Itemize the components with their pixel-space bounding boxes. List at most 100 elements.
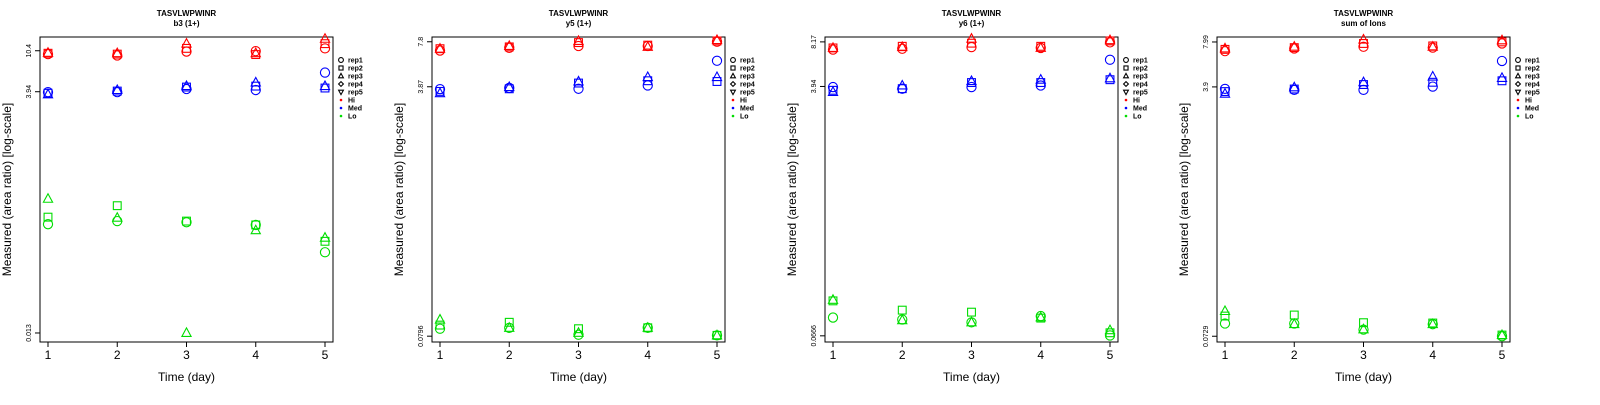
x-tick-label: 1: [830, 348, 837, 362]
data-point-med-rep1: [1035, 80, 1046, 91]
legend-symbol-rep4: [1514, 80, 1522, 88]
y-tick-label: 3.87: [418, 80, 425, 94]
data-point-hi-rep1: [897, 43, 908, 54]
data-point-lo-rep2: [435, 320, 445, 330]
x-tick-label: 4: [644, 348, 651, 362]
data-point-med-rep1: [1427, 81, 1438, 92]
data-point-hi-rep2: [967, 38, 976, 48]
data-point-hi-rep3: [319, 32, 331, 43]
legend-symbol-rep2: [730, 65, 736, 71]
data-point-med-rep1: [319, 67, 331, 78]
x-tick-label: 4: [252, 348, 259, 362]
legend-label: Hi: [740, 98, 747, 105]
data-point-lo-rep3: [642, 321, 654, 332]
x-tick-label: 5: [1499, 348, 1506, 362]
legend-symbol-rep1: [1515, 57, 1521, 63]
data-point-med-rep3: [434, 87, 446, 98]
data-point-hi-rep3: [434, 42, 446, 53]
data-point-lo-rep2: [182, 216, 191, 226]
data-point-hi-rep1: [250, 45, 261, 57]
data-point-lo-rep2: [504, 317, 514, 327]
data-point-med-rep3: [1357, 76, 1370, 87]
legend-color-dot-lo: [339, 114, 343, 118]
data-point-hi-rep3: [250, 47, 262, 58]
legend-label: rep3: [348, 74, 363, 81]
x-tick-label: 2: [899, 348, 906, 362]
data-point-med-rep1: [1104, 54, 1116, 65]
data-point-lo-rep2: [1220, 311, 1230, 321]
data-point-med-rep1: [1496, 55, 1508, 67]
data-point-med-rep3: [180, 79, 193, 91]
legend-color-dot-hi: [731, 98, 735, 102]
data-point-lo-rep1: [827, 312, 839, 323]
y-tick-label: 10.4: [26, 44, 33, 58]
legend-symbol-rep4: [729, 80, 737, 88]
data-point-hi-rep2: [1105, 36, 1115, 46]
data-point-lo-rep3: [319, 231, 331, 242]
x-tick-label: 3: [968, 348, 975, 362]
legend-symbol-rep1: [1123, 57, 1129, 63]
legend-symbol-rep5: [1514, 89, 1522, 96]
x-tick-label: 3: [183, 348, 190, 362]
data-point-lo-rep3: [1288, 317, 1300, 329]
data-point-lo-rep2: [43, 212, 53, 222]
legend-symbol-rep2: [1123, 65, 1129, 71]
data-point-lo-rep3: [572, 326, 585, 337]
legend-label: rep4: [740, 82, 755, 89]
data-point-med-rep3: [572, 75, 585, 86]
legend-label: Lo: [348, 114, 357, 121]
data-point-hi-rep3: [572, 34, 585, 45]
legend-label: rep5: [740, 90, 755, 97]
data-point-lo-rep2: [112, 201, 122, 211]
data-point-lo-rep1: [1104, 330, 1116, 341]
legend-color-dot-med: [731, 106, 735, 110]
data-point-hi-rep3: [503, 39, 515, 51]
x-axis-label: Time (day): [158, 370, 215, 384]
data-point-hi-rep1: [1104, 37, 1116, 48]
data-point-med-rep1: [573, 83, 584, 94]
legend-symbol-rep4: [1122, 80, 1130, 88]
data-point-med-rep1: [1219, 83, 1231, 95]
data-point-med-rep1: [966, 81, 977, 93]
data-point-lo-rep3: [1427, 317, 1439, 329]
data-point-lo-rep3: [827, 293, 839, 304]
data-point-med-rep3: [827, 85, 839, 96]
data-point-hi-rep2: [112, 49, 122, 59]
data-point-med-rep3: [1219, 87, 1231, 98]
data-point-med-rep3: [965, 74, 978, 86]
data-point-hi-rep3: [1427, 40, 1439, 51]
data-point-lo-rep3: [111, 211, 123, 222]
legend-label: Hi: [348, 98, 355, 105]
chart-subtitle: y5 (1+): [566, 19, 592, 28]
data-point-lo-rep1: [573, 329, 584, 340]
legend-color-dot-lo: [731, 114, 735, 118]
data-point-hi-rep3: [1288, 40, 1300, 51]
y-tick-label: 3.94: [26, 85, 33, 99]
data-point-lo-rep3: [434, 313, 446, 324]
x-tick-label: 2: [114, 348, 121, 362]
data-point-hi-rep3: [711, 33, 723, 45]
data-point-lo-rep1: [434, 323, 446, 334]
x-axis-label: Time (day): [943, 370, 1000, 384]
data-point-hi-rep3: [896, 40, 908, 52]
data-point-med-rep1: [827, 81, 839, 93]
data-point-hi-rep1: [434, 45, 446, 56]
x-tick-label: 5: [322, 348, 329, 362]
legend-label: rep1: [348, 58, 363, 65]
data-point-med-rep3: [111, 83, 123, 95]
legend-color-dot-lo: [1124, 114, 1128, 118]
data-point-med-rep3: [1427, 70, 1439, 81]
data-point-lo-rep3: [711, 329, 723, 340]
data-point-hi-rep3: [1104, 33, 1116, 45]
legend-label: Lo: [1525, 114, 1534, 121]
data-point-med-rep3: [319, 79, 331, 91]
legend-symbol-rep5: [1122, 89, 1130, 96]
chart-title: TASVLWPWINR: [942, 9, 1002, 18]
data-point-lo-rep3: [1357, 323, 1370, 334]
data-point-med-rep2: [1428, 77, 1438, 87]
data-point-med-rep3: [503, 80, 515, 92]
data-point-med-rep3: [1288, 81, 1300, 92]
y-tick-label: 0.013: [26, 324, 33, 342]
data-point-lo-rep1: [250, 219, 261, 231]
